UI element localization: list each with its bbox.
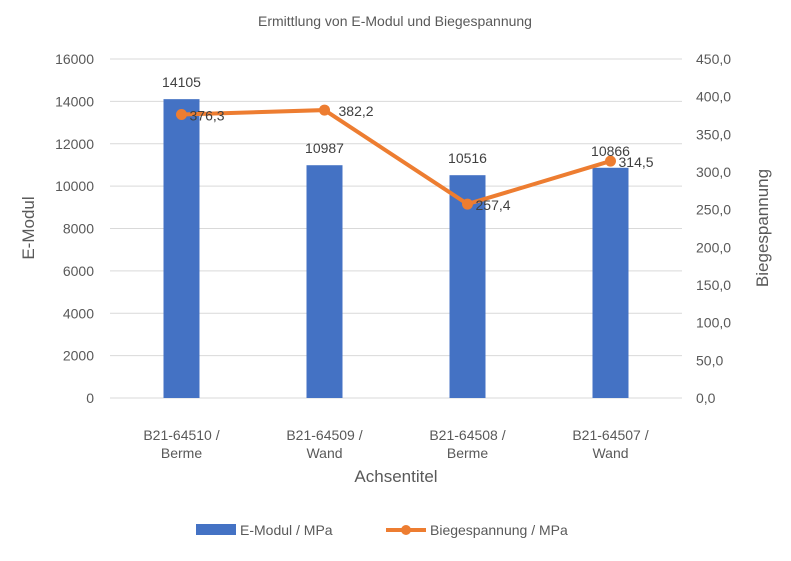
- y-tick-label: 16000: [55, 51, 94, 67]
- bar: [163, 99, 200, 398]
- legend-label-emodul: E-Modul / MPa: [240, 522, 333, 538]
- y2-tick-label: 400,0: [696, 89, 731, 105]
- y2-tick-label: 450,0: [696, 51, 731, 67]
- y2-tick-label: 0,0: [696, 390, 716, 406]
- y2-tick-label: 50,0: [696, 352, 723, 368]
- line-marker: [462, 198, 473, 210]
- y2-tick-label: 250,0: [696, 202, 731, 218]
- legend-marker-biege: [401, 525, 411, 535]
- bar: [306, 165, 343, 398]
- bar-data-label: 10987: [305, 140, 344, 156]
- x-tick-label: B21-64508 /Berme: [429, 427, 505, 461]
- line-data-label: 382,2: [339, 103, 374, 119]
- line-marker: [176, 109, 187, 121]
- y-tick-label: 0: [86, 390, 94, 406]
- y2-tick-label: 150,0: [696, 277, 731, 293]
- legend-swatch-emodul: [196, 524, 236, 535]
- line-series: [181, 108, 612, 207]
- bar-data-label: 10516: [448, 150, 487, 166]
- y-axis-title: E-Modul: [19, 196, 38, 259]
- y-tick-label: 6000: [63, 263, 94, 279]
- y-tick-label: 4000: [63, 305, 94, 321]
- chart-title: Ermittlung von E-Modul und Biegespannung: [258, 13, 532, 29]
- y2-tick-label: 300,0: [696, 164, 731, 180]
- x-tick-label: B21-64509 /Wand: [286, 427, 362, 461]
- bar-data-label: 10866: [591, 143, 630, 159]
- x-tick-label: B21-64510 /Berme: [143, 427, 219, 461]
- bar-data-label: 14105: [162, 74, 201, 90]
- legend: E-Modul / MPa Biegespannung / MPa: [196, 522, 568, 538]
- x-axis-title: Achsentitel: [354, 467, 437, 486]
- y-tick-label: 10000: [55, 178, 94, 194]
- bar: [449, 175, 486, 398]
- line-marker: [319, 104, 330, 116]
- bar: [592, 167, 629, 398]
- y2-axis-title: Biegespannung: [753, 169, 772, 287]
- y-tick-label: 8000: [63, 221, 94, 237]
- y-tick-label: 14000: [55, 93, 94, 109]
- y-tick-label: 12000: [55, 136, 94, 152]
- legend-label-biege: Biegespannung / MPa: [430, 522, 568, 538]
- y-tick-label: 2000: [63, 348, 94, 364]
- y2-tick-label: 100,0: [696, 315, 731, 331]
- y2-tick-label: 200,0: [696, 239, 731, 255]
- line-data-label: 257,4: [476, 197, 511, 213]
- line-data-label: 314,5: [619, 154, 654, 170]
- y2-tick-label: 350,0: [696, 126, 731, 142]
- x-tick-label: B21-64507 /Wand: [572, 427, 648, 461]
- line-data-label: 376,3: [190, 108, 225, 124]
- line-marker: [605, 155, 616, 167]
